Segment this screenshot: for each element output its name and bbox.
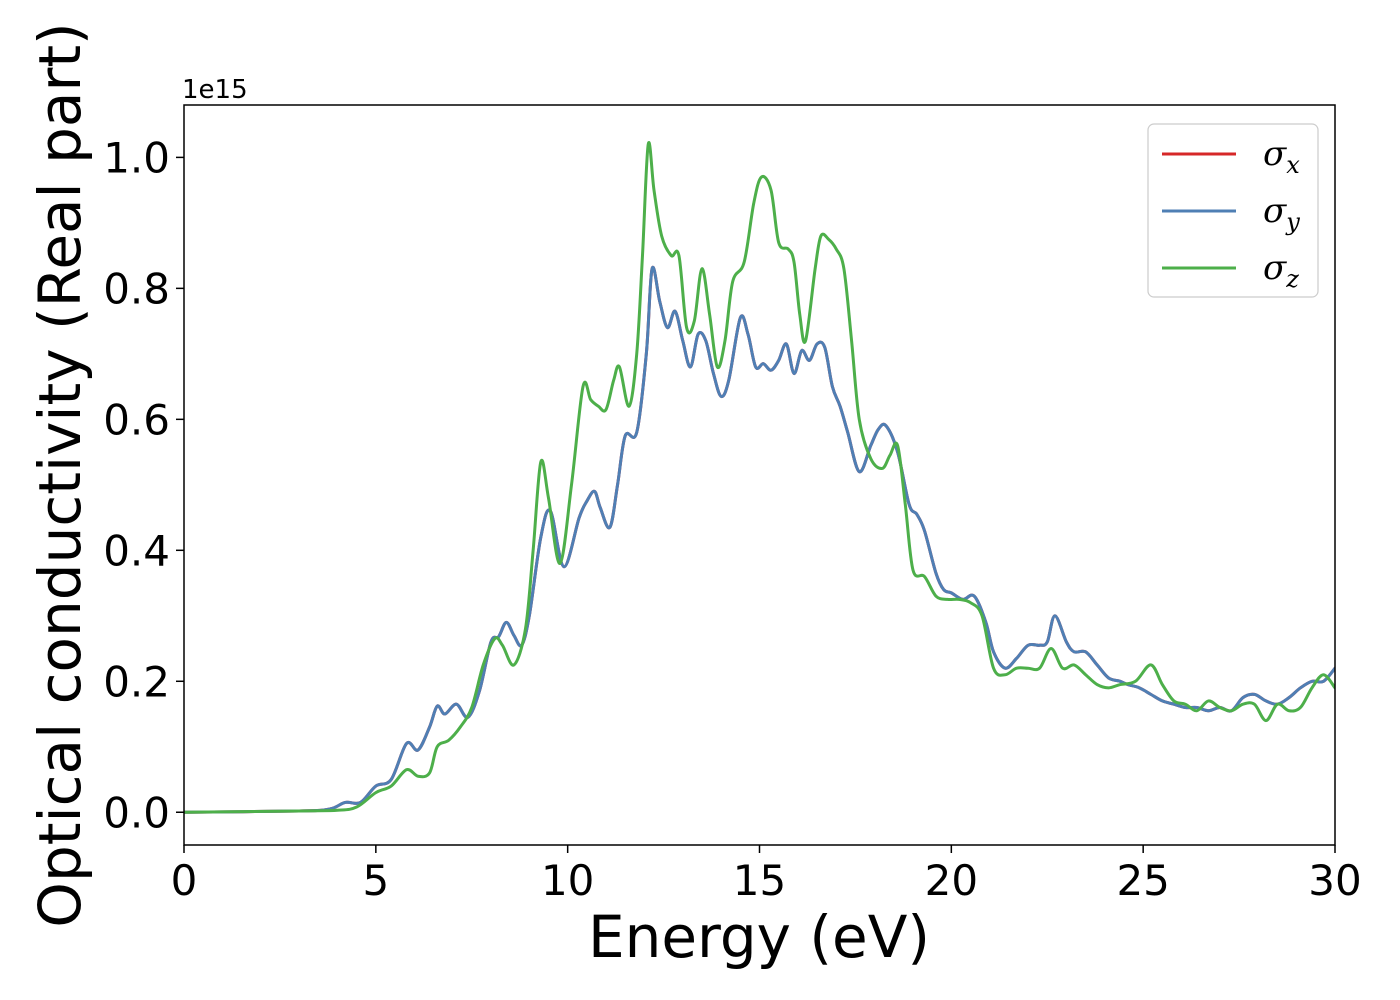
y-tick-label: 1.0: [103, 133, 170, 182]
y-offset-label: 1e15: [182, 75, 248, 105]
x-tick-label: 0: [171, 856, 198, 905]
series-layer: [184, 140, 1335, 814]
x-axis-ticks: 0 5 10 15 20 25 30: [171, 845, 1362, 905]
x-tick-label: 5: [362, 856, 389, 905]
x-tick-label: 30: [1308, 856, 1361, 905]
y-tick-label: 0.8: [103, 264, 170, 313]
legend-items: σx σy σz: [1162, 134, 1300, 293]
x-tick-label: 20: [925, 856, 978, 905]
y-axis-ticks: 0.0 0.2 0.4 0.6 0.8 1.0: [103, 133, 184, 837]
legend-label-x: σx: [1263, 134, 1300, 179]
y-tick-label: 0.0: [103, 788, 170, 837]
y-axis-label: Optical conductivity (Real part): [26, 22, 94, 927]
x-axis-label: Energy (eV): [588, 903, 930, 971]
legend-label-z: σz: [1263, 248, 1299, 293]
y-tick-label: 0.2: [103, 657, 170, 706]
x-tick-label: 25: [1116, 856, 1169, 905]
series-line-x: [184, 265, 1335, 814]
y-tick-label: 0.4: [103, 526, 170, 575]
legend-label-y: σy: [1263, 191, 1300, 236]
x-tick-label: 15: [733, 856, 786, 905]
series-line-y: [184, 265, 1335, 814]
series-line-z: [184, 140, 1335, 814]
legend: σx σy σz: [1147, 123, 1319, 298]
x-tick-label: 10: [541, 856, 594, 905]
y-tick-label: 0.6: [103, 395, 170, 444]
